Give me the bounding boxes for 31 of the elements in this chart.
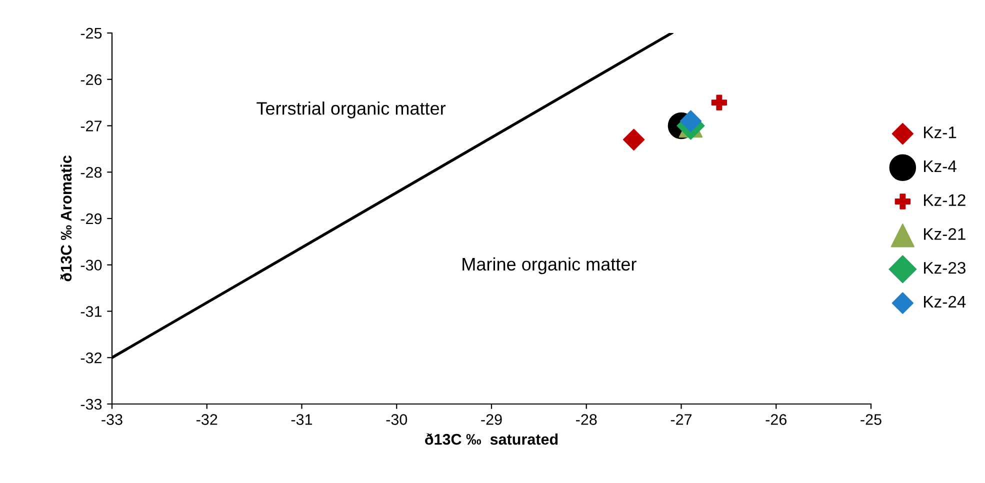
legend-label: Kz-4 [924,160,956,172]
y-axis-title: ð13C ‰ Aromatic [60,156,72,282]
point [622,128,645,151]
x-tick-label: -27 [670,414,692,425]
x-tick-label: -32 [196,414,218,425]
legend-label: Kz-21 [924,228,966,240]
x-tick-label: -28 [576,414,597,425]
legend-label: Kz-12 [924,194,966,206]
x-tick-label: -30 [386,414,408,425]
x-tick-label: -33 [102,414,122,425]
y-tick-label: -31 [80,306,102,317]
legend-label: Kz-24 [924,296,966,308]
point [680,110,702,132]
point [711,94,728,110]
x-tick-label: -29 [481,414,502,425]
y-tick-label: -25 [80,28,102,39]
y-tick-label: -28 [80,166,102,178]
x-tick-label: -25 [860,414,882,425]
y-tick-label: -33 [80,398,102,410]
y-tick-label: -30 [80,260,102,271]
annotation: Terrstrial organic matter [256,102,446,118]
x-tick-label: -31 [291,414,312,425]
x-tick-label: -26 [766,414,786,425]
legend-label: Kz-1 [924,126,956,138]
y-tick-label: -32 [80,352,102,364]
y-tick-label: -26 [80,74,102,86]
y-tick-label: -27 [80,120,102,132]
y-tick-label: -29 [80,213,102,224]
annotation: Marine organic matter [462,257,636,274]
x-axis-title: ð13C ‰ saturated [425,433,558,445]
legend-label: Kz-23 [924,262,966,274]
